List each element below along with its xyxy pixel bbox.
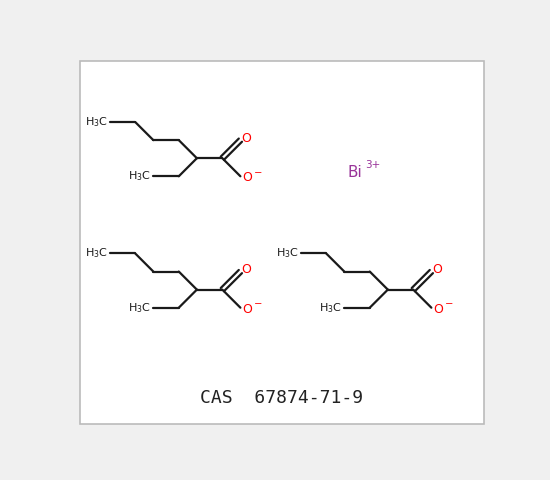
Text: $\mathregular{H_3C}$: $\mathregular{H_3C}$ xyxy=(276,247,299,260)
Text: O: O xyxy=(433,263,442,276)
Text: $\mathregular{H_3C}$: $\mathregular{H_3C}$ xyxy=(128,301,151,314)
Text: O: O xyxy=(242,171,252,184)
Text: O: O xyxy=(433,303,443,316)
Text: O: O xyxy=(241,263,251,276)
Text: −: − xyxy=(444,300,453,310)
Text: $\mathregular{H_3C}$: $\mathregular{H_3C}$ xyxy=(85,115,108,129)
Text: $\mathregular{H_3C}$: $\mathregular{H_3C}$ xyxy=(85,247,108,260)
Text: CAS  67874-71-9: CAS 67874-71-9 xyxy=(200,389,364,407)
Text: $\mathregular{H_3C}$: $\mathregular{H_3C}$ xyxy=(320,301,342,314)
Text: Bi: Bi xyxy=(348,165,362,180)
Text: O: O xyxy=(242,303,252,316)
Text: −: − xyxy=(254,168,262,178)
FancyBboxPatch shape xyxy=(80,61,484,424)
Text: 3+: 3+ xyxy=(365,160,380,170)
Text: O: O xyxy=(241,132,251,144)
Text: −: − xyxy=(254,300,262,310)
Text: $\mathregular{H_3C}$: $\mathregular{H_3C}$ xyxy=(128,169,151,183)
